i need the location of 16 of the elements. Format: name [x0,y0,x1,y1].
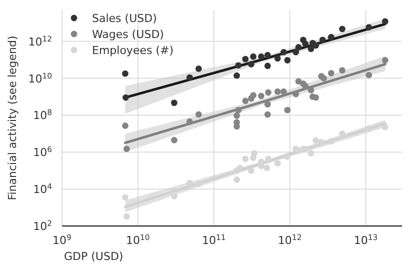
y-tick-label: 10$^{6}$ [33,144,52,160]
y-tick-label: 10$^{12}$ [28,34,52,48]
y-tick-label: 10$^{10}$ [28,70,52,86]
x-tick-label: 10$^{10}$ [126,232,150,247]
y-axis-title: Financial activity (see legend) [6,36,19,200]
x-tick-label: 10$^{9}$ [52,232,72,247]
x-axis-title: GDP (USD) [64,250,124,263]
y-tick-label: 10$^{8}$ [33,108,52,122]
x-tick-label: 10$^{13}$ [354,232,378,247]
legend-label: Employees (#) [92,44,174,57]
y-tick-label: 10$^{2}$ [33,218,52,233]
x-tick-label: 10$^{12}$ [278,232,302,247]
y-tick-label: 10$^{4}$ [33,182,52,196]
legend-label: Wages (USD) [92,28,164,41]
legend-label: Sales (USD) [92,12,157,25]
x-tick-label: 10$^{11}$ [202,232,226,247]
